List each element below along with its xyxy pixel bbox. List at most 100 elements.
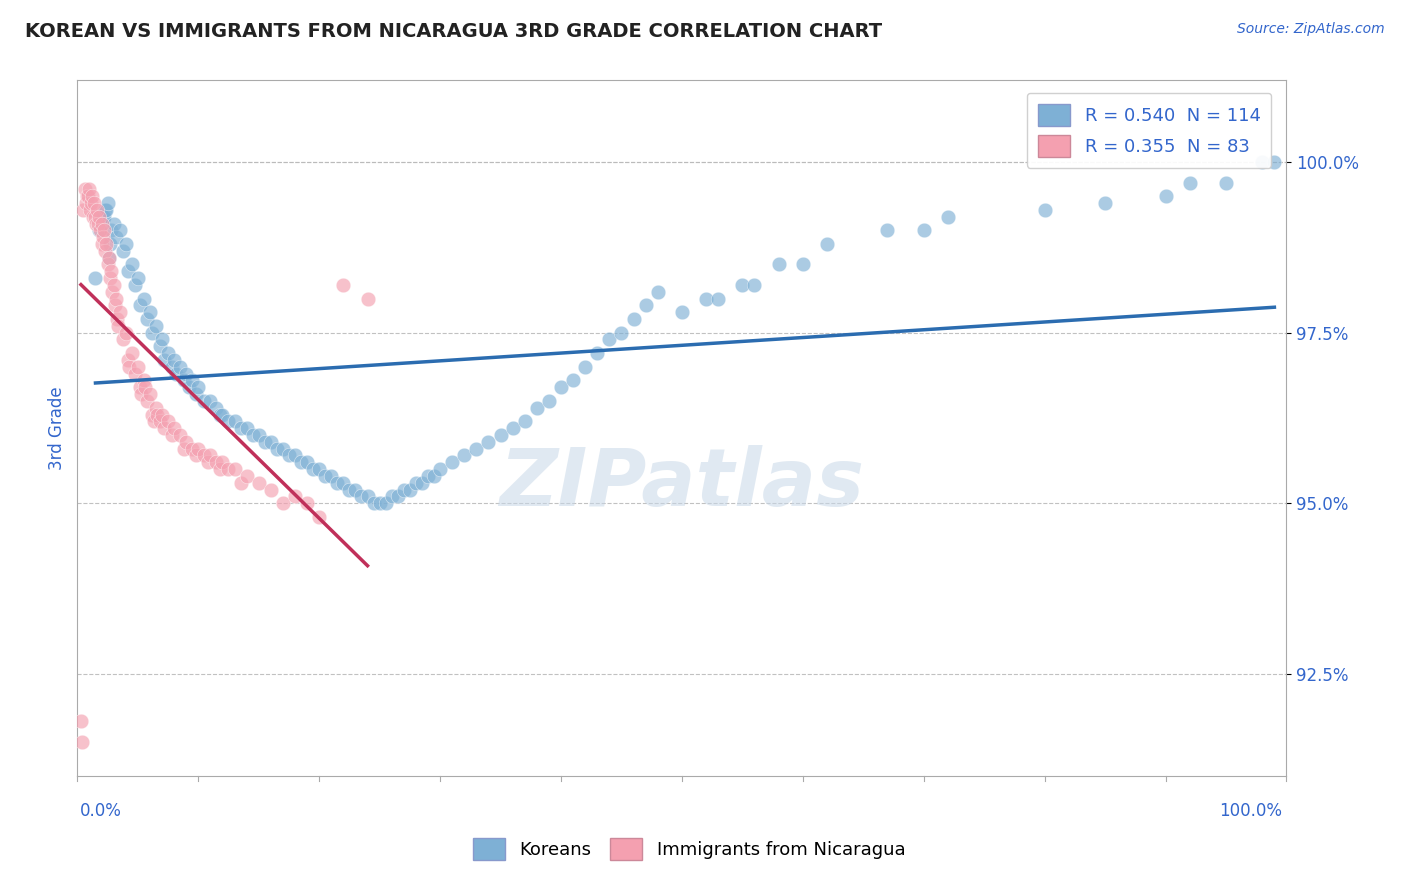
Point — [121, 346, 143, 360]
Point — [100, 264, 122, 278]
Point — [284, 489, 307, 503]
Point — [416, 469, 439, 483]
Point — [211, 455, 233, 469]
Point — [127, 271, 149, 285]
Point — [79, 202, 101, 217]
Point — [200, 393, 222, 408]
Text: 100.0%: 100.0% — [1219, 802, 1282, 820]
Point — [610, 326, 633, 340]
Point — [550, 380, 572, 394]
Point — [876, 223, 898, 237]
Point — [129, 380, 152, 394]
Legend: Koreans, Immigrants from Nicaragua: Koreans, Immigrants from Nicaragua — [465, 830, 912, 867]
Point — [197, 455, 219, 469]
Point — [75, 196, 97, 211]
Point — [235, 469, 257, 483]
Point — [87, 217, 110, 231]
Point — [936, 210, 959, 224]
Point — [332, 475, 354, 490]
Point — [169, 428, 191, 442]
Point — [160, 359, 183, 374]
Point — [235, 421, 257, 435]
Point — [100, 223, 122, 237]
Point — [153, 353, 176, 368]
Point — [405, 475, 427, 490]
Point — [314, 469, 336, 483]
Text: Source: ZipAtlas.com: Source: ZipAtlas.com — [1237, 22, 1385, 37]
Point — [163, 421, 186, 435]
Point — [146, 408, 169, 422]
Point — [184, 387, 207, 401]
Point — [174, 367, 197, 381]
Point — [295, 496, 318, 510]
Point — [173, 442, 195, 456]
Point — [200, 449, 222, 463]
Point — [150, 408, 173, 422]
Point — [295, 455, 318, 469]
Point — [93, 210, 115, 224]
Point — [441, 455, 464, 469]
Point — [229, 421, 252, 435]
Point — [321, 469, 343, 483]
Point — [139, 305, 162, 319]
Point — [278, 449, 301, 463]
Point — [344, 483, 367, 497]
Point — [562, 373, 585, 387]
Point — [260, 483, 283, 497]
Point — [124, 367, 146, 381]
Point — [477, 434, 499, 449]
Point — [671, 305, 693, 319]
Point — [103, 217, 125, 231]
Point — [308, 462, 330, 476]
Point — [90, 217, 112, 231]
Point — [72, 202, 94, 217]
Point — [86, 202, 108, 217]
Point — [284, 449, 307, 463]
Point — [181, 442, 204, 456]
Point — [465, 442, 488, 456]
Point — [84, 271, 107, 285]
Point — [141, 408, 163, 422]
Point — [266, 442, 288, 456]
Point — [153, 421, 176, 435]
Point — [148, 414, 170, 428]
Point — [160, 428, 183, 442]
Point — [93, 223, 115, 237]
Point — [91, 230, 114, 244]
Point — [169, 359, 191, 374]
Point — [332, 277, 354, 292]
Point — [695, 292, 717, 306]
Point — [157, 346, 180, 360]
Text: 0.0%: 0.0% — [80, 802, 122, 820]
Point — [224, 462, 246, 476]
Point — [112, 333, 135, 347]
Point — [224, 414, 246, 428]
Point — [134, 380, 156, 394]
Point — [77, 189, 100, 203]
Point — [290, 455, 312, 469]
Point — [707, 292, 730, 306]
Point — [166, 367, 188, 381]
Point — [374, 496, 396, 510]
Point — [76, 189, 98, 203]
Point — [326, 475, 349, 490]
Point — [912, 223, 935, 237]
Point — [387, 489, 409, 503]
Point — [150, 333, 173, 347]
Point — [356, 489, 378, 503]
Point — [356, 292, 378, 306]
Point — [91, 210, 114, 224]
Point — [87, 223, 110, 237]
Point — [103, 277, 125, 292]
Point — [537, 393, 560, 408]
Point — [308, 509, 330, 524]
Point — [205, 455, 228, 469]
Point — [70, 735, 93, 749]
Point — [271, 496, 294, 510]
Point — [98, 271, 121, 285]
Point — [368, 496, 391, 510]
Point — [136, 393, 159, 408]
Point — [97, 251, 120, 265]
Point — [96, 257, 118, 271]
Point — [429, 462, 451, 476]
